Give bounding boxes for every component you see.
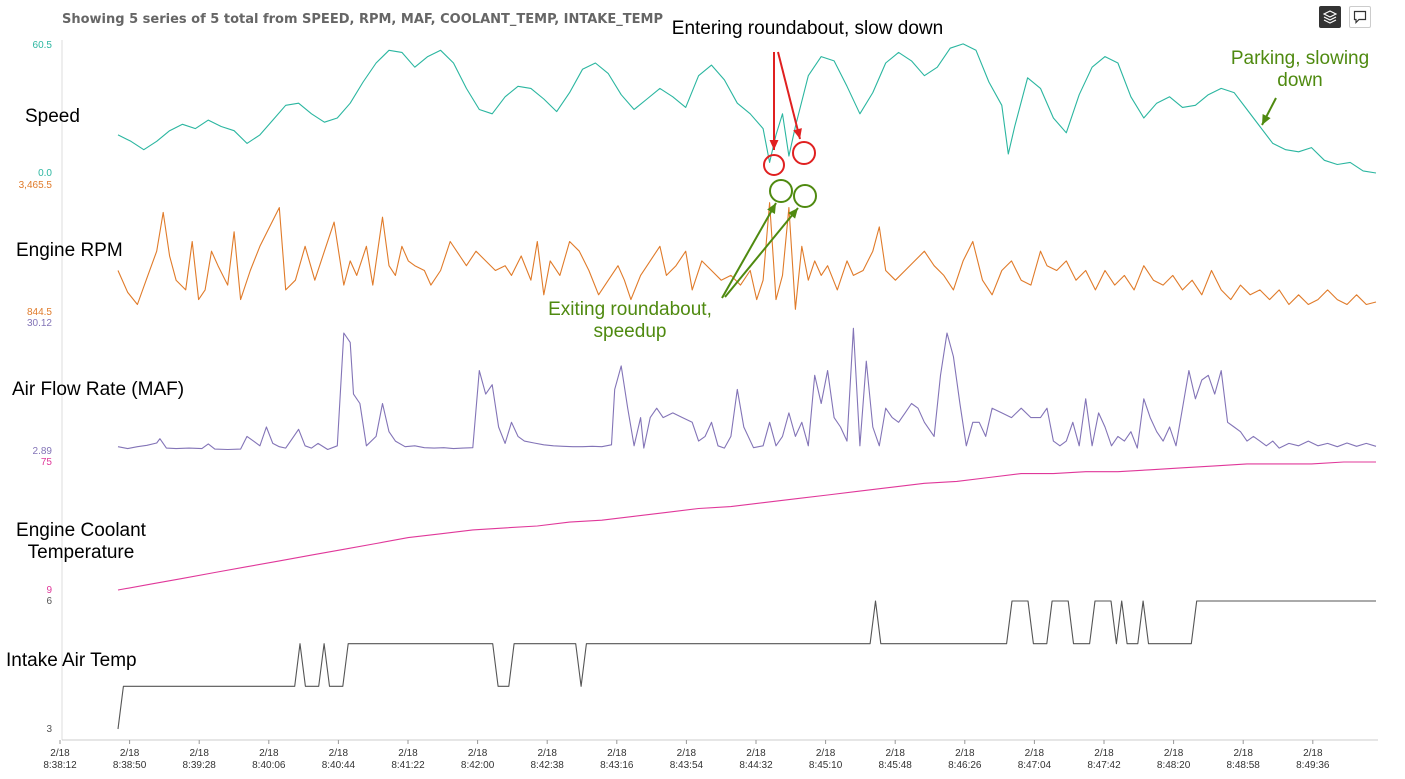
x-tick-time: 8:40:06 <box>252 760 286 771</box>
x-tick-date: 2/18 <box>189 748 209 759</box>
annotation-parking: Parking, slowing down <box>1210 48 1390 92</box>
parking-arrow-head <box>1262 114 1271 125</box>
x-tick-date: 2/18 <box>50 748 70 759</box>
x-tick-date: 2/18 <box>816 748 836 759</box>
x-tick-time: 8:49:36 <box>1296 760 1330 771</box>
x-tick-time: 8:47:04 <box>1018 760 1052 771</box>
annotation-exit-line2: speedup <box>593 321 667 342</box>
x-tick-time: 8:41:22 <box>391 760 425 771</box>
layers-button[interactable] <box>1319 6 1341 28</box>
rpm-spike-circle-1 <box>769 179 793 203</box>
x-tick-time: 8:39:28 <box>183 760 217 771</box>
exit-arrow-1-head <box>767 203 776 214</box>
speed-series-line[interactable] <box>117 43 1377 174</box>
x-tick-time: 8:40:44 <box>322 760 356 771</box>
enter-arrow-1-head <box>769 139 779 150</box>
x-tick-date: 2/18 <box>607 748 627 759</box>
x-tick-date: 2/18 <box>1303 748 1323 759</box>
annotation-exit-line1: Exiting roundabout, <box>548 299 712 320</box>
x-tick-time: 8:48:20 <box>1157 760 1191 771</box>
annotation-roundabout-enter: Entering roundabout, slow down <box>671 18 944 39</box>
coolant-ymin-label: 9 <box>46 585 52 596</box>
maf-series-line[interactable] <box>117 327 1377 451</box>
rpm-ymax-label: 3,465.5 <box>19 180 53 191</box>
x-tick-time: 8:42:38 <box>531 760 565 771</box>
x-tick-date: 2/18 <box>1233 748 1253 759</box>
intake-series-label: Intake Air Temp <box>6 650 137 671</box>
intake-series-line[interactable] <box>117 600 1376 730</box>
annotation-roundabout-exit: Exiting roundabout, speedup <box>520 299 740 343</box>
x-tick-date: 2/18 <box>120 748 140 759</box>
x-tick-date: 2/18 <box>955 748 975 759</box>
comment-icon <box>1353 10 1367 24</box>
speed-series-label: Speed <box>25 106 80 127</box>
speed-ymin-label: 0.0 <box>38 168 52 179</box>
exit-arrow-2 <box>724 207 799 298</box>
x-tick-date: 2/18 <box>1164 748 1184 759</box>
x-tick-date: 2/18 <box>1094 748 1114 759</box>
x-tick-time: 8:44:32 <box>739 760 773 771</box>
rpm-series-line[interactable] <box>117 202 1377 310</box>
annotation-parking-line1: Parking, slowing <box>1230 48 1370 69</box>
x-tick-time: 8:45:48 <box>879 760 913 771</box>
speed-dip-circle-2 <box>792 141 816 165</box>
intake-ymin-label: 3 <box>46 724 52 735</box>
coolant-series-line[interactable] <box>117 461 1376 591</box>
maf-series-label: Air Flow Rate (MAF) <box>12 379 185 400</box>
enter-arrow-2-head <box>793 128 802 139</box>
rpm-spike-circle-2 <box>793 184 817 208</box>
x-tick-date: 2/18 <box>329 748 349 759</box>
x-tick-time: 8:47:42 <box>1087 760 1121 771</box>
exit-arrow-2-head <box>788 208 798 219</box>
coolant-series-label: Engine Coolant Temperature <box>6 520 156 564</box>
coolant-label-line2: Temperature <box>27 542 135 563</box>
maf-ymax-label: 30.12 <box>27 318 52 329</box>
x-tick-date: 2/18 <box>468 748 488 759</box>
x-tick-time: 8:38:12 <box>43 760 77 771</box>
x-tick-date: 2/18 <box>746 748 766 759</box>
coolant-ymax-label: 75 <box>41 457 53 468</box>
series-summary-header: Showing 5 series of 5 total from SPEED, … <box>62 12 663 27</box>
annotation-parking-line2: down <box>1277 70 1323 91</box>
enter-arrow-2 <box>777 51 801 140</box>
x-tick-time: 8:43:54 <box>670 760 704 771</box>
layers-icon <box>1323 10 1337 24</box>
comment-button[interactable] <box>1349 6 1371 28</box>
rpm-series-label: Engine RPM <box>16 240 123 261</box>
intake-ymax-label: 6 <box>46 596 52 607</box>
coolant-label-line1: Engine Coolant <box>16 520 146 541</box>
rpm-ymin-label: 844.5 <box>27 307 52 318</box>
x-tick-time: 8:48:58 <box>1227 760 1261 771</box>
maf-ymin-label: 2.89 <box>33 446 53 457</box>
speed-ymax-label: 60.5 <box>33 40 53 51</box>
x-tick-date: 2/18 <box>398 748 418 759</box>
x-tick-date: 2/18 <box>259 748 279 759</box>
x-tick-date: 2/18 <box>537 748 557 759</box>
x-tick-time: 8:42:00 <box>461 760 495 771</box>
x-tick-date: 2/18 <box>885 748 905 759</box>
x-tick-time: 8:38:50 <box>113 760 147 771</box>
x-tick-time: 8:43:16 <box>600 760 634 771</box>
exit-arrow-1 <box>721 202 777 299</box>
x-tick-date: 2/18 <box>677 748 697 759</box>
x-tick-time: 8:46:26 <box>948 760 982 771</box>
x-tick-date: 2/18 <box>1025 748 1045 759</box>
x-tick-time: 8:45:10 <box>809 760 843 771</box>
speed-dip-circle-1 <box>763 154 785 176</box>
